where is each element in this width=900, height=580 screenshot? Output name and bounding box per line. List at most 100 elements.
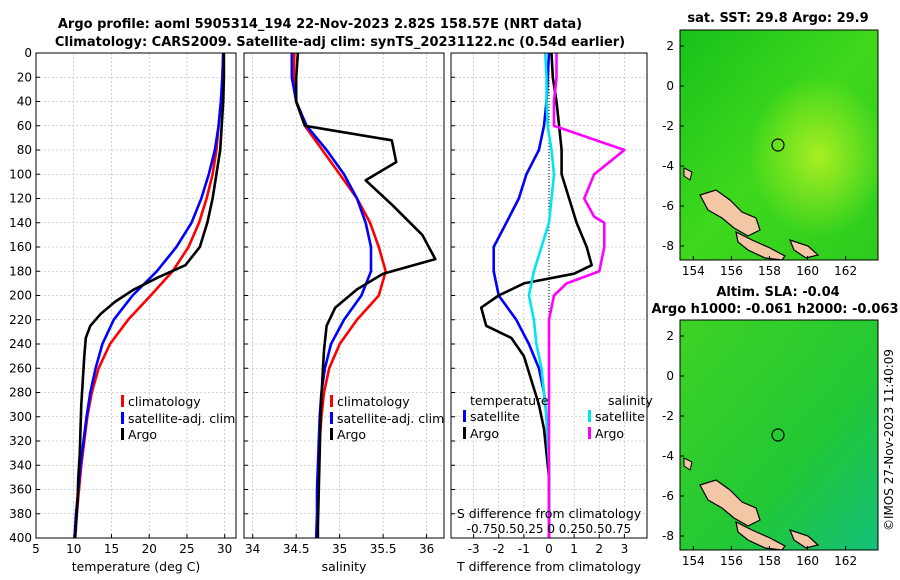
map-y-tick-label: 0 — [666, 369, 674, 383]
argo-location-marker — [771, 138, 785, 152]
x-tick-label: 0 — [545, 542, 553, 556]
map-y-tick-label: -8 — [662, 239, 674, 253]
map-x-tick-label: 160 — [796, 554, 819, 568]
y-tick-label: 220 — [9, 313, 32, 327]
x-tick-label: -2 — [493, 542, 505, 556]
sst-map-title: sat. SST: 29.8 Argo: 29.9 — [687, 11, 868, 26]
series-line-salinity-argo — [547, 53, 626, 538]
panel-frame — [450, 52, 648, 539]
map-y-tick-label: 0 — [666, 79, 674, 93]
sla-map-title: Altim. SLA: -0.04 — [716, 285, 839, 300]
x-tick-label: 5 — [32, 542, 40, 556]
legend-title-temperature: temperature — [470, 393, 549, 408]
legend-swatch-argo — [121, 428, 124, 440]
legend-swatch-satellite-adj — [330, 412, 333, 424]
series-line-temperature-argo — [479, 52, 593, 538]
x-tick-label: 2 — [595, 542, 603, 556]
sla-map-frame — [679, 319, 879, 551]
x-tick-label: 36 — [419, 542, 434, 556]
map-x-tick-label: 154 — [682, 264, 705, 278]
y-tick-label: 180 — [9, 264, 32, 278]
x-tick-label: -3 — [468, 542, 480, 556]
x-tick-label: 3 — [621, 542, 629, 556]
panel-frame — [243, 52, 445, 539]
y-tick-label: 60 — [17, 119, 32, 133]
y-tick-label: 200 — [9, 289, 32, 303]
legend-swatch-temp-satellite — [463, 410, 466, 422]
sst-map — [679, 29, 879, 261]
y-tick-label: 300 — [9, 410, 32, 424]
map-x-tick-label: 158 — [758, 264, 781, 278]
x-tick-label: 15 — [104, 542, 119, 556]
map-x-tick-label: 154 — [682, 554, 705, 568]
x-tick-label: 20 — [142, 542, 157, 556]
legend-label-argo: Argo — [337, 427, 366, 442]
x-tick-label: 35 — [332, 542, 347, 556]
x-axis-label: salinity — [322, 559, 367, 574]
y-tick-label: 80 — [17, 143, 32, 157]
legend-label-sal-satellite: satellite — [595, 409, 645, 424]
map-y-tick-label: 2 — [666, 329, 674, 343]
legend-label-satellite-adj: satellite-adj. clim — [128, 411, 235, 426]
legend-label-argo: Argo — [128, 427, 157, 442]
legend-label-temp-argo: Argo — [470, 426, 499, 441]
legend-swatch-sal-argo — [588, 427, 591, 439]
y-tick-label: 240 — [9, 337, 32, 351]
salinity-legend: climatology satellite-adj. clim Argo — [330, 394, 444, 442]
y-tick-label: 20 — [17, 70, 32, 84]
y-tick-label: 320 — [9, 434, 32, 448]
x-tick-label: -1 — [518, 542, 530, 556]
map-y-tick-label: -4 — [662, 449, 674, 463]
legend-label-sal-argo: Argo — [595, 426, 624, 441]
legend-swatch-sal-satellite — [588, 410, 591, 422]
map-y-tick-label: -6 — [662, 489, 674, 503]
y-tick-label: 40 — [17, 95, 32, 109]
s-difference-label: S difference from climatology — [457, 506, 642, 521]
map-axis-ticks: 154 156 158 160 162 2 0 -2 -4 -6 -8 154 156 158 160 162… — [662, 39, 857, 568]
solomon-island-1 — [699, 189, 761, 237]
map-y-tick-label: -2 — [662, 409, 674, 423]
map-y-tick-label: -6 — [662, 199, 674, 213]
solomon-island-1 — [699, 479, 761, 527]
figure-title-line2: Climatology: CARS2009. Satellite-adj cli… — [55, 35, 625, 50]
legend-swatch-climatology — [121, 395, 124, 407]
x-axis-label: temperature (deg C) — [72, 559, 201, 574]
series-line-argo — [294, 52, 437, 538]
y-tick-label: 340 — [9, 458, 32, 472]
x-tick-label: 1 — [570, 542, 578, 556]
x-tick-label: 25 — [179, 542, 194, 556]
legend-swatch-climatology — [330, 395, 333, 407]
x-tick-label: 34.5 — [283, 542, 310, 556]
y-tick-label: 280 — [9, 386, 32, 400]
map-y-tick-label: -4 — [662, 159, 674, 173]
legend-swatch-argo — [330, 428, 333, 440]
map-x-tick-label: 162 — [834, 554, 857, 568]
sla-map — [679, 319, 879, 551]
y-tick-label: 400 — [9, 531, 32, 545]
map-y-tick-label: 2 — [666, 39, 674, 53]
s-difference-ticks: -0.750.50.25 0 0.250.50.75 — [467, 522, 632, 536]
x-tick-label: 30 — [217, 542, 232, 556]
x-axis-label: T difference from climatology — [456, 559, 642, 574]
map-x-tick-label: 160 — [796, 264, 819, 278]
legend-title-salinity: salinity — [608, 393, 653, 408]
solomon-island-4 — [683, 167, 693, 181]
x-tick-label: 35.5 — [370, 542, 397, 556]
map-y-tick-label: -8 — [662, 529, 674, 543]
sla-map-subtitle: Argo h1000: -0.061 h2000: -0.063 — [651, 302, 898, 317]
map-y-tick-label: -2 — [662, 119, 674, 133]
legend-swatch-satellite-adj — [121, 412, 124, 424]
temperature-panel: 5 10 15 20 25 3002040608010012014016018020022… — [9, 46, 237, 574]
sla-field — [680, 320, 878, 550]
series-line-argo — [73, 53, 226, 539]
copyright-stamp: ©IMOS 27-Nov-2023 11:40:09 — [882, 349, 896, 531]
series-line-satellite-adj-clim — [73, 52, 225, 539]
x-tick-label: 34 — [245, 542, 260, 556]
map-x-tick-label: 156 — [720, 264, 743, 278]
figure-title-line1: Argo profile: aoml 5905314_194 22-Nov-20… — [58, 17, 582, 32]
y-tick-label: 0 — [24, 46, 32, 60]
map-x-tick-label: 162 — [834, 264, 857, 278]
x-tick-label: 10 — [66, 542, 81, 556]
difference-legend: temperature salinity satellite Argo sate… — [463, 393, 653, 441]
y-tick-label: 120 — [9, 192, 32, 206]
